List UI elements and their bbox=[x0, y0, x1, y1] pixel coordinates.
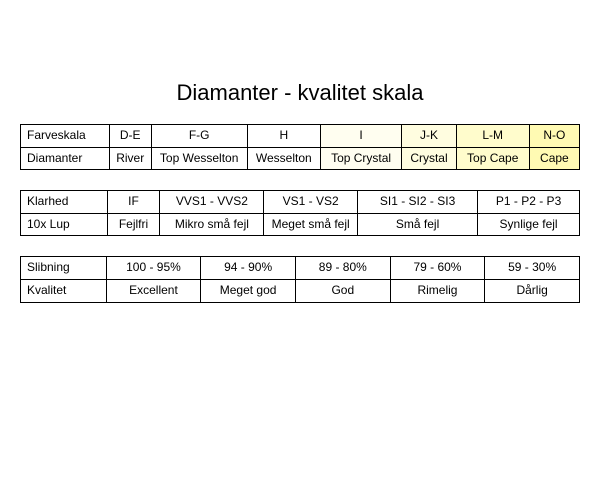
clarity-label-1: Klarhed bbox=[21, 191, 108, 214]
clarity-name-cell: Små fejl bbox=[358, 213, 478, 236]
clarity-grade-cell: VS1 - VS2 bbox=[264, 191, 358, 214]
cut-name-cell: God bbox=[295, 279, 390, 302]
cut-table: Slibning 100 - 95%94 - 90%89 - 80%79 - 6… bbox=[20, 256, 580, 302]
cut-name-cell: Meget god bbox=[201, 279, 296, 302]
clarity-name-cell: Fejlfri bbox=[107, 213, 160, 236]
color-name-cell: River bbox=[109, 147, 151, 170]
cut-grade-cell: 94 - 90% bbox=[201, 257, 296, 280]
color-name-cell: Top Crystal bbox=[320, 147, 401, 170]
clarity-name-cell: Mikro små fejl bbox=[160, 213, 264, 236]
cut-grade-cell: 100 - 95% bbox=[106, 257, 201, 280]
clarity-grade-cell: P1 - P2 - P3 bbox=[478, 191, 580, 214]
color-scale-table: Farveskala D-EF-GHIJ-KL-MN-O Diamanter R… bbox=[20, 124, 580, 170]
clarity-grade-cell: SI1 - SI2 - SI3 bbox=[358, 191, 478, 214]
color-name-cell: Top Wesselton bbox=[151, 147, 247, 170]
cut-name-cell: Rimelig bbox=[390, 279, 485, 302]
clarity-name-cell: Synlige fejl bbox=[478, 213, 580, 236]
cut-grade-cell: 89 - 80% bbox=[295, 257, 390, 280]
cut-grade-cell: 79 - 60% bbox=[390, 257, 485, 280]
cut-name-cell: Dårlig bbox=[485, 279, 580, 302]
clarity-table: Klarhed IFVVS1 - VVS2VS1 - VS2SI1 - SI2 … bbox=[20, 190, 580, 236]
color-grade-cell: J-K bbox=[402, 125, 456, 148]
color-label-1: Farveskala bbox=[21, 125, 110, 148]
color-grade-cell: N-O bbox=[529, 125, 579, 148]
color-grade-cell: F-G bbox=[151, 125, 247, 148]
clarity-grade-cell: VVS1 - VVS2 bbox=[160, 191, 264, 214]
clarity-label-2: 10x Lup bbox=[21, 213, 108, 236]
cut-name-cell: Excellent bbox=[106, 279, 201, 302]
cut-grade-cell: 59 - 30% bbox=[485, 257, 580, 280]
cut-label-2: Kvalitet bbox=[21, 279, 107, 302]
color-grade-cell: I bbox=[320, 125, 401, 148]
color-name-cell: Wesselton bbox=[247, 147, 320, 170]
color-grade-cell: D-E bbox=[109, 125, 151, 148]
clarity-name-cell: Meget små fejl bbox=[264, 213, 358, 236]
color-name-cell: Top Cape bbox=[456, 147, 529, 170]
cut-label-1: Slibning bbox=[21, 257, 107, 280]
color-name-cell: Cape bbox=[529, 147, 579, 170]
color-name-cell: Crystal bbox=[402, 147, 456, 170]
color-grade-cell: L-M bbox=[456, 125, 529, 148]
color-grade-cell: H bbox=[247, 125, 320, 148]
color-label-2: Diamanter bbox=[21, 147, 110, 170]
clarity-grade-cell: IF bbox=[107, 191, 160, 214]
page-title: Diamanter - kvalitet skala bbox=[20, 80, 580, 106]
